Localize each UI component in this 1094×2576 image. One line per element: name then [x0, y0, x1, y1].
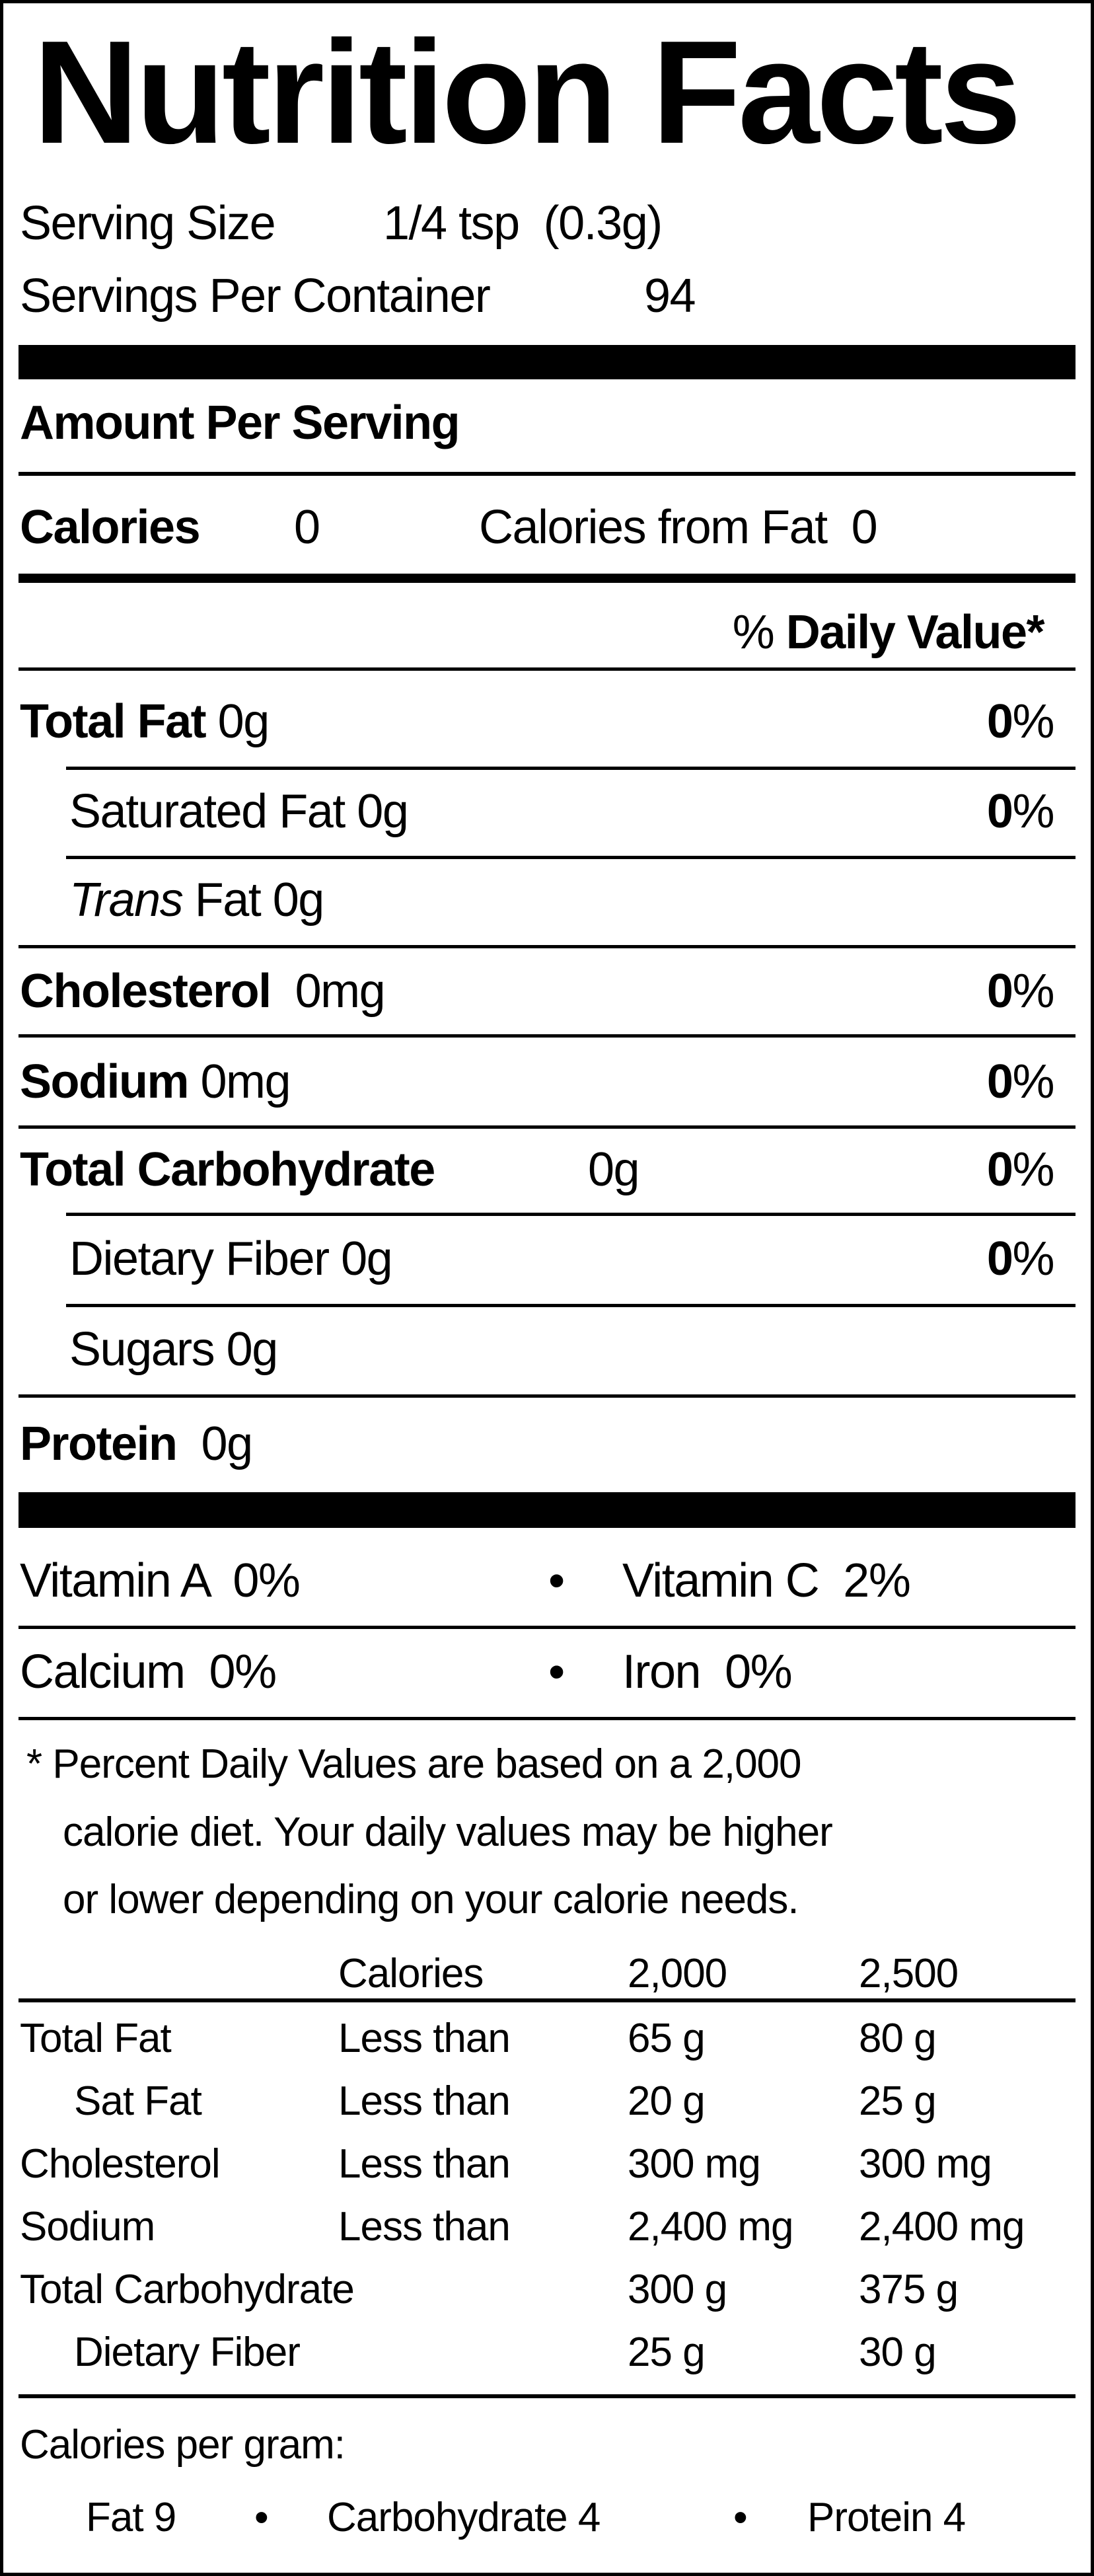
calories-per-gram-protein: Protein 4: [807, 2495, 966, 2540]
bullet: •: [254, 2495, 269, 2540]
nutrient-sugars: Sugars 0g: [69, 1323, 278, 1376]
nutrient-dv: 0%: [986, 1232, 1055, 1285]
nutrient-dv: 0%: [986, 785, 1055, 838]
servings-per-container-label: Servings Per Container: [20, 270, 491, 322]
bullet: •: [733, 2495, 748, 2540]
percent-sign: %: [732, 606, 775, 659]
nutrient-total-carbohydrate: Total Carbohydrate: [20, 1143, 435, 1196]
divider: [18, 1394, 1076, 1398]
vitamin-a: Vitamin A 0%: [20, 1554, 301, 1607]
nutrient-dietary-fiber: Dietary Fiber 0g: [69, 1232, 393, 1285]
dv-table-header: 2,000: [628, 1951, 727, 1996]
nutrient-dv: 0%: [986, 1143, 1055, 1196]
footnote-line: or lower depending on your calorie needs…: [63, 1877, 799, 1922]
thick-divider: [18, 345, 1076, 379]
dv-table-header: Calories: [338, 1951, 484, 1996]
dv-table-cell: 20 g: [628, 2078, 706, 2124]
nutrient-protein: Protein 0g: [20, 1418, 253, 1470]
nutrient-dv: 0%: [986, 965, 1055, 1018]
serving-size-label: Serving Size: [20, 197, 276, 250]
nutrient-total-fat: Total Fat 0g: [20, 695, 270, 748]
divider: [66, 1213, 1076, 1216]
dv-table-cell: 300 mg: [859, 2141, 992, 2187]
divider: [66, 1304, 1076, 1307]
nutrient-dv: 0%: [986, 695, 1055, 748]
calories-per-gram-label: Calories per gram:: [20, 2422, 346, 2468]
footnote-line: calorie diet. Your daily values may be h…: [63, 1809, 833, 1855]
divider: [66, 856, 1076, 859]
vitamin-c: Vitamin C 2%: [622, 1554, 911, 1607]
daily-value-header: % Daily Value*: [732, 606, 1045, 659]
nutrient-amount: 0g: [588, 1143, 640, 1196]
dv-table-nutrient: Sodium: [20, 2204, 155, 2250]
thick-divider: [18, 1492, 1076, 1528]
divider: [18, 1626, 1076, 1629]
medium-divider: [18, 574, 1076, 583]
dv-table-cell: 2,400 mg: [628, 2204, 794, 2250]
iron: Iron 0%: [622, 1646, 793, 1698]
nutrient-amount: 0g: [217, 695, 270, 748]
divider: [18, 1998, 1076, 2002]
nutrient-dv: 0%: [986, 1055, 1055, 1108]
divider: [18, 1034, 1076, 1038]
dv-table-cell: 300 g: [628, 2267, 727, 2312]
divider: [18, 1717, 1076, 1720]
footnote-line: * Percent Daily Values are based on a 2,…: [26, 1741, 802, 1787]
nutrient-label: Total Fat: [20, 695, 207, 748]
dv-table-nutrient: Total Carbohydrate: [20, 2267, 355, 2312]
dv-table-cell: 2,400 mg: [859, 2204, 1025, 2250]
nutrient-sodium: Sodium 0mg: [20, 1055, 291, 1108]
dv-table-cell: 30 g: [859, 2330, 937, 2375]
calcium: Calcium 0%: [20, 1646, 277, 1698]
servings-per-container-value: 94: [644, 270, 696, 322]
title: Nutrition Facts: [33, 11, 1021, 174]
dv-table-nutrient: Cholesterol: [20, 2141, 221, 2187]
dv-table-header: 2,500: [859, 1951, 959, 1996]
daily-value-text: Daily Value*: [785, 606, 1045, 659]
divider: [18, 1125, 1076, 1129]
dv-table-cell: 65 g: [628, 2016, 706, 2061]
dv-table-nutrient: Total Fat: [20, 2016, 172, 2061]
dv-table-nutrient: Sat Fat: [74, 2078, 202, 2124]
calories-label: Calories: [20, 501, 201, 554]
nutrient-saturated-fat: Saturated Fat 0g: [69, 785, 409, 838]
calories-per-gram-fat: Fat 9: [86, 2495, 176, 2540]
dv-table-cell: 80 g: [859, 2016, 937, 2061]
dv-table-cell: Less than: [338, 2078, 511, 2124]
nutrient-cholesterol: Cholesterol 0mg: [20, 965, 386, 1018]
dv-table-cell: 25 g: [859, 2078, 937, 2124]
dv-table-cell: 375 g: [859, 2267, 959, 2312]
divider: [18, 472, 1076, 476]
dv-table-cell: 300 mg: [628, 2141, 761, 2187]
amount-per-serving: Amount Per Serving: [20, 397, 460, 449]
dv-table-cell: 25 g: [628, 2330, 706, 2375]
bullet: •: [548, 1646, 565, 1698]
calories-from-fat: Calories from Fat 0: [479, 501, 878, 554]
serving-size-value: 1/4 tsp (0.3g): [383, 197, 663, 250]
divider: [18, 945, 1076, 948]
dv-table-cell: Less than: [338, 2204, 511, 2250]
calories-per-gram-carbohydrate: Carbohydrate 4: [327, 2495, 601, 2540]
divider: [18, 667, 1076, 671]
dv-table-cell: Less than: [338, 2016, 511, 2061]
calories-value: 0: [294, 501, 320, 554]
dv-table-cell: Less than: [338, 2141, 511, 2187]
divider: [18, 2394, 1076, 2398]
nutrient-trans-fat: Trans Fat 0g: [69, 874, 324, 927]
bullet: •: [548, 1554, 565, 1607]
divider: [66, 767, 1076, 770]
dv-table-nutrient: Dietary Fiber: [74, 2330, 301, 2375]
